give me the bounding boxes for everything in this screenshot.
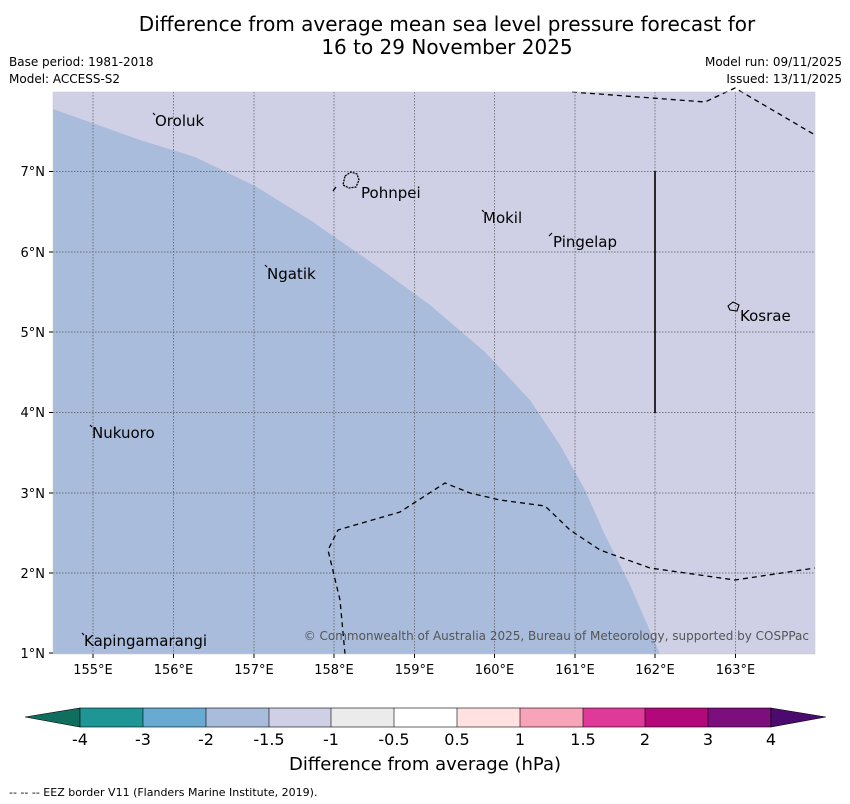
issued-date: Issued: 13/11/2025 [726,72,842,86]
region-minus-2 [53,109,660,654]
colorbar-tick-label: -0.5 [378,730,409,749]
oroluk-mark [152,112,156,116]
colorbar-tick-label: -2 [198,730,214,749]
place-label-pingelap: Pingelap [553,233,617,251]
colorbar-segment [457,708,520,727]
model-run: Model run: 09/11/2025 [704,55,842,69]
colorbar-segment [583,708,645,727]
colorbar-segment [520,708,583,727]
lat-tick-label: 7°N [21,165,46,180]
kapingamarangi-mark [81,632,85,636]
place-label-kapingamarangi: Kapingamarangi [84,632,207,650]
ngatik-mark [264,264,268,268]
pohnpei-island-outline [342,171,360,189]
colorbar-segment [143,708,206,727]
colorbar-tick-label: 2 [640,730,650,749]
colorbar-tick-label: -3 [135,730,151,749]
title-line-1: Difference from average mean sea level p… [138,12,756,36]
colorbar-tick-label: 4 [766,730,776,749]
lon-tick-label: 155°E [73,663,113,678]
meta-left: Base period: 1981-2018 Model: ACCESS-S2 [9,54,154,88]
colorbar-frame [79,707,772,728]
lon-tick-label: 159°E [395,663,435,678]
kosrae-island-outline [727,301,740,312]
colorbar-segment [708,708,771,727]
pingelap-mark [548,232,553,237]
colorbar-tick-label: -4 [72,730,88,749]
lon-tick-label: 157°E [234,663,274,678]
lat-tick-label: 1°N [21,647,46,662]
atoll-marks [81,112,553,636]
colorbar-tick-label: 0.5 [444,730,469,749]
place-label-ngatik: Ngatik [267,265,316,283]
colorbar-tick-label: -1.5 [253,730,284,749]
lat-tick-label: 2°N [21,567,46,582]
colorbar-tick-label: -1 [323,730,339,749]
place-label-oroluk: Oroluk [155,112,204,130]
colorbar-title: Difference from average (hPa) [288,754,562,775]
lon-tick-label: 162°E [635,663,675,678]
lat-tick-label: 6°N [21,246,46,261]
colorbar-tick-label: 1 [515,730,525,749]
meta-right: Model run: 09/11/2025 Issued: 13/11/2025 [705,54,842,88]
lon-tick-label: 160°E [475,663,515,678]
colorbar-segment [269,708,331,727]
eez-border-north [571,87,816,136]
nukuoro-mark [89,424,93,428]
colorbar-tick-labels: -4 -3 -2 -1.5 -1 -0.5 0.5 1 1.5 2 3 4 [72,730,776,749]
place-label-kosrae: Kosrae [740,307,791,325]
lat-tick-label: 3°N [21,487,46,502]
colorbar-segment [331,708,394,727]
eez-border-pohnpei [332,186,337,192]
gridlines [53,92,815,654]
lat-tick-labels: 7°N 6°N 5°N 4°N 3°N 2°N 1°N [21,165,46,662]
lon-tick-label: 161°E [555,663,595,678]
base-period: Base period: 1981-2018 [9,55,154,69]
lon-tick-marks [92,654,736,658]
place-label-pohnpei: Pohnpei [361,184,421,202]
lat-tick-marks [49,171,53,654]
title-line-2: 16 to 29 November 2025 [321,35,573,59]
mokil-mark [481,209,485,213]
lon-tick-label: 158°E [314,663,354,678]
map-title: Difference from average mean sea level p… [0,13,850,59]
eez-border-south [327,482,816,655]
model-name: Model: ACCESS-S2 [9,72,121,86]
colorbar: -4 -3 -2 -1.5 -1 -0.5 0.5 1 1.5 2 3 4 [24,707,827,749]
lon-tick-labels: 155°E 156°E 157°E 158°E 159°E 160°E 161°… [73,663,755,678]
map-frame [52,91,816,655]
colorbar-tick-label: 1.5 [570,730,595,749]
eez-borders [327,87,816,655]
lat-tick-label: 4°N [21,406,46,421]
colorbar-over-arrow [770,707,827,728]
lat-tick-label: 5°N [21,326,46,341]
place-label-nukuoro: Nukuoro [92,424,155,442]
place-label-mokil: Mokil [483,209,522,227]
colorbar-segment [80,708,143,727]
colorbar-segment [394,708,457,727]
eez-footnote: -- -- -- EEZ border V11 (Flanders Marine… [9,786,318,799]
colorbar-under-arrow [24,707,81,728]
lon-tick-label: 163°E [716,663,756,678]
colorbar-segment [645,708,708,727]
colorbar-tick-label: 3 [703,730,713,749]
lon-tick-label: 156°E [154,663,194,678]
copyright-notice: © Commonwealth of Australia 2025, Bureau… [304,629,809,643]
colorbar-segment [206,708,269,727]
colorbar-dividers [142,708,709,727]
